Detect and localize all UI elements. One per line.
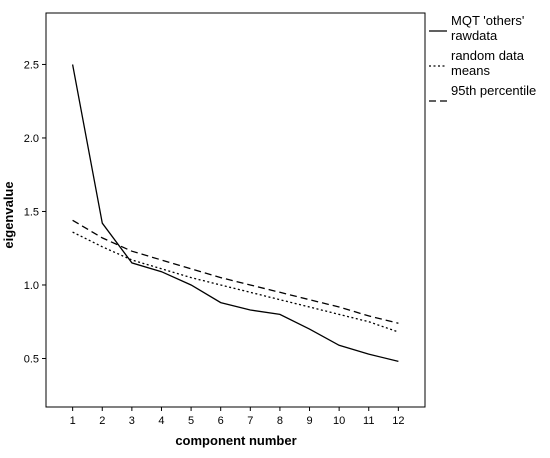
x-tick-label: 6 bbox=[218, 415, 224, 427]
legend-label: random data bbox=[451, 48, 525, 63]
legend-label: rawdata bbox=[451, 28, 498, 43]
plot-frame bbox=[45, 12, 426, 408]
legend-label: MQT 'others' bbox=[451, 13, 524, 28]
x-tick-label: 7 bbox=[247, 415, 253, 427]
x-tick-label: 10 bbox=[333, 415, 345, 427]
x-tick-label: 5 bbox=[188, 415, 194, 427]
x-tick-label: 11 bbox=[363, 415, 374, 427]
x-tick-label: 3 bbox=[129, 415, 135, 427]
legend-label: means bbox=[451, 63, 491, 78]
x-axis-title: component number bbox=[175, 433, 296, 448]
x-tick-label: 2 bbox=[99, 415, 105, 427]
y-tick-label: 1.5 bbox=[24, 206, 39, 218]
series-lines bbox=[71, 64, 399, 363]
legend-label: 95th percentile bbox=[451, 83, 536, 98]
x-tick-label: 4 bbox=[158, 415, 164, 427]
y-tick-label: 2.5 bbox=[24, 59, 39, 71]
y-tick-label: 0.5 bbox=[24, 353, 39, 365]
x-axis-ticks: 1 2 3 4 5 6 7 8 9 10 11 12 bbox=[70, 407, 404, 427]
y-axis-title: eigenvalue bbox=[1, 181, 16, 248]
series-line-dashed bbox=[72, 219, 399, 324]
x-tick-label: 12 bbox=[392, 415, 404, 427]
x-tick-label: 9 bbox=[306, 415, 312, 427]
series-line-dotted bbox=[72, 231, 399, 333]
x-tick-label: 1 bbox=[70, 415, 76, 427]
x-tick-label: 8 bbox=[277, 415, 283, 427]
y-axis-ticks: 0.5 1.0 1.5 2.0 2.5 bbox=[24, 59, 46, 365]
series-line-solid bbox=[71, 64, 399, 363]
y-tick-label: 2.0 bbox=[24, 133, 39, 145]
y-tick-label: 1.0 bbox=[24, 280, 39, 292]
